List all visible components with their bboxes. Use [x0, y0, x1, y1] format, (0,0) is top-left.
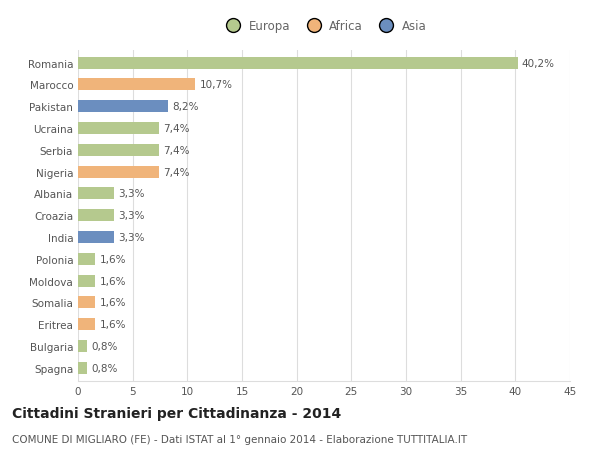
Text: 3,3%: 3,3% — [118, 211, 145, 221]
Bar — [78, 188, 114, 200]
Text: 10,7%: 10,7% — [199, 80, 232, 90]
Bar — [78, 362, 87, 374]
Bar — [78, 275, 95, 287]
Bar — [78, 340, 87, 352]
Text: 1,6%: 1,6% — [100, 276, 127, 286]
Text: 7,4%: 7,4% — [163, 146, 190, 156]
Legend: Europa, Africa, Asia: Europa, Africa, Asia — [217, 16, 431, 38]
Text: 8,2%: 8,2% — [172, 102, 199, 112]
Text: 40,2%: 40,2% — [522, 59, 555, 68]
Text: 0,8%: 0,8% — [91, 341, 118, 351]
Text: 7,4%: 7,4% — [163, 124, 190, 134]
Bar — [78, 297, 95, 308]
Bar — [78, 123, 159, 135]
Bar — [78, 253, 95, 265]
Bar — [78, 231, 114, 243]
Text: 7,4%: 7,4% — [163, 167, 190, 177]
Text: 0,8%: 0,8% — [91, 363, 118, 373]
Text: 3,3%: 3,3% — [118, 232, 145, 242]
Text: COMUNE DI MIGLIARO (FE) - Dati ISTAT al 1° gennaio 2014 - Elaborazione TUTTITALI: COMUNE DI MIGLIARO (FE) - Dati ISTAT al … — [12, 434, 467, 444]
Bar — [78, 101, 167, 113]
Bar — [78, 79, 195, 91]
Text: 1,6%: 1,6% — [100, 319, 127, 330]
Bar — [78, 210, 114, 222]
Text: Cittadini Stranieri per Cittadinanza - 2014: Cittadini Stranieri per Cittadinanza - 2… — [12, 406, 341, 420]
Text: 1,6%: 1,6% — [100, 254, 127, 264]
Bar — [78, 166, 159, 178]
Bar — [78, 57, 518, 69]
Bar — [78, 145, 159, 157]
Text: 3,3%: 3,3% — [118, 189, 145, 199]
Text: 1,6%: 1,6% — [100, 298, 127, 308]
Bar — [78, 319, 95, 330]
